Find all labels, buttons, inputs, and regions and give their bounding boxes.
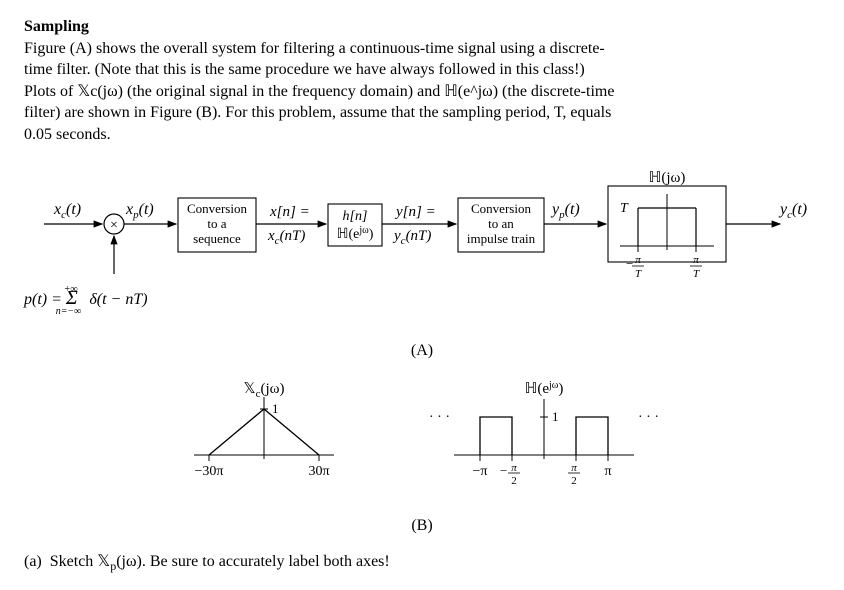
intro-line-5: 0.05 seconds. (24, 126, 111, 143)
figure-a-label: (A) (24, 340, 820, 362)
xc-neg30pi: −30π (195, 464, 224, 479)
H-title: ℍ(ejω) (525, 380, 564, 397)
label-xn-eq: x[n] = (269, 204, 310, 220)
label-xn-sub: xc(nT) (267, 228, 305, 247)
label-yp: yp(t) (550, 201, 580, 221)
lp-gain-T: T (620, 201, 629, 216)
lp-pos-piT-num: π (693, 254, 699, 266)
conv2-line2: to an (488, 216, 514, 231)
label-xc: xc(t) (53, 201, 81, 221)
intro-line-4: filter) are shown in Figure (B). For thi… (24, 104, 611, 121)
figure-b-label: (B) (24, 515, 820, 537)
p-of-t-expr: p(t) = Σ+∞n=−∞ δ(t − nT) (23, 284, 148, 317)
intro-line-2: time filter. (Note that this is the same… (24, 61, 585, 78)
label-yn-eq: y[n] = (394, 204, 436, 220)
plot-Xc: 𝕏c(jω) 1 −30π 30π (194, 381, 334, 479)
lp-neg-piT-den: T (635, 268, 642, 280)
intro-line-1: Figure (A) shows the overall system for … (24, 40, 605, 57)
h-negpi: −π (473, 464, 488, 479)
question-a: (a) Sketch 𝕏p(jω). Be sure to accurately… (24, 551, 820, 574)
intro-line-3: Plots of 𝕏c(jω) (the original signal in … (24, 83, 614, 100)
h-bot: ℍ(ejω) (337, 225, 374, 242)
h-negpi2-sign: − (500, 463, 507, 478)
figure-a: xc(t) × p(t) = Σ+∞n=−∞ δ(t − nT) xp(t) C… (24, 164, 820, 334)
lp-pos-piT-den: T (693, 268, 700, 280)
h-negpi2-num: π (511, 462, 517, 474)
multiplier-symbol: × (110, 218, 118, 233)
figure-b: 𝕏c(jω) 1 −30π 30π ℍ(ejω) 1 (24, 379, 820, 509)
heading: Sampling (24, 18, 89, 35)
conv1-line1: Conversion (187, 201, 247, 216)
h-band-left (480, 417, 512, 455)
h-top: h[n] (343, 209, 368, 224)
h-band-right (576, 417, 608, 455)
h-pospi2-den: 2 (571, 475, 577, 487)
conv1-line2: to a (207, 216, 226, 231)
intro-paragraph: Sampling Figure (A) shows the overall sy… (24, 16, 820, 146)
xc-pos30pi: 30π (308, 464, 329, 479)
h-one: 1 (552, 409, 559, 424)
label-xp: xp(t) (125, 201, 154, 221)
conv2-line3: impulse train (467, 231, 536, 246)
label-yc: yc(t) (778, 201, 807, 221)
h-negpi2-den: 2 (511, 475, 517, 487)
plot-H: ℍ(ejω) 1 · · · · · · −π − π 2 (429, 380, 659, 487)
h-dots-left: · · · (429, 410, 450, 425)
conv2-line1: Conversion (471, 201, 531, 216)
xc-peak: 1 (272, 401, 279, 416)
h-pospi2-num: π (571, 462, 577, 474)
label-Hjw: ℍ(jω) (649, 170, 686, 186)
question-a-text: (a) Sketch 𝕏p(jω). Be sure to accurately… (24, 553, 390, 570)
h-dots-right: · · · (638, 410, 659, 425)
label-yn-sub: yc(nT) (392, 228, 431, 247)
h-pospi: π (604, 464, 611, 479)
lp-neg-piT: − (626, 256, 633, 271)
lp-neg-piT-num: π (635, 254, 641, 266)
conv1-line3: sequence (193, 231, 241, 246)
